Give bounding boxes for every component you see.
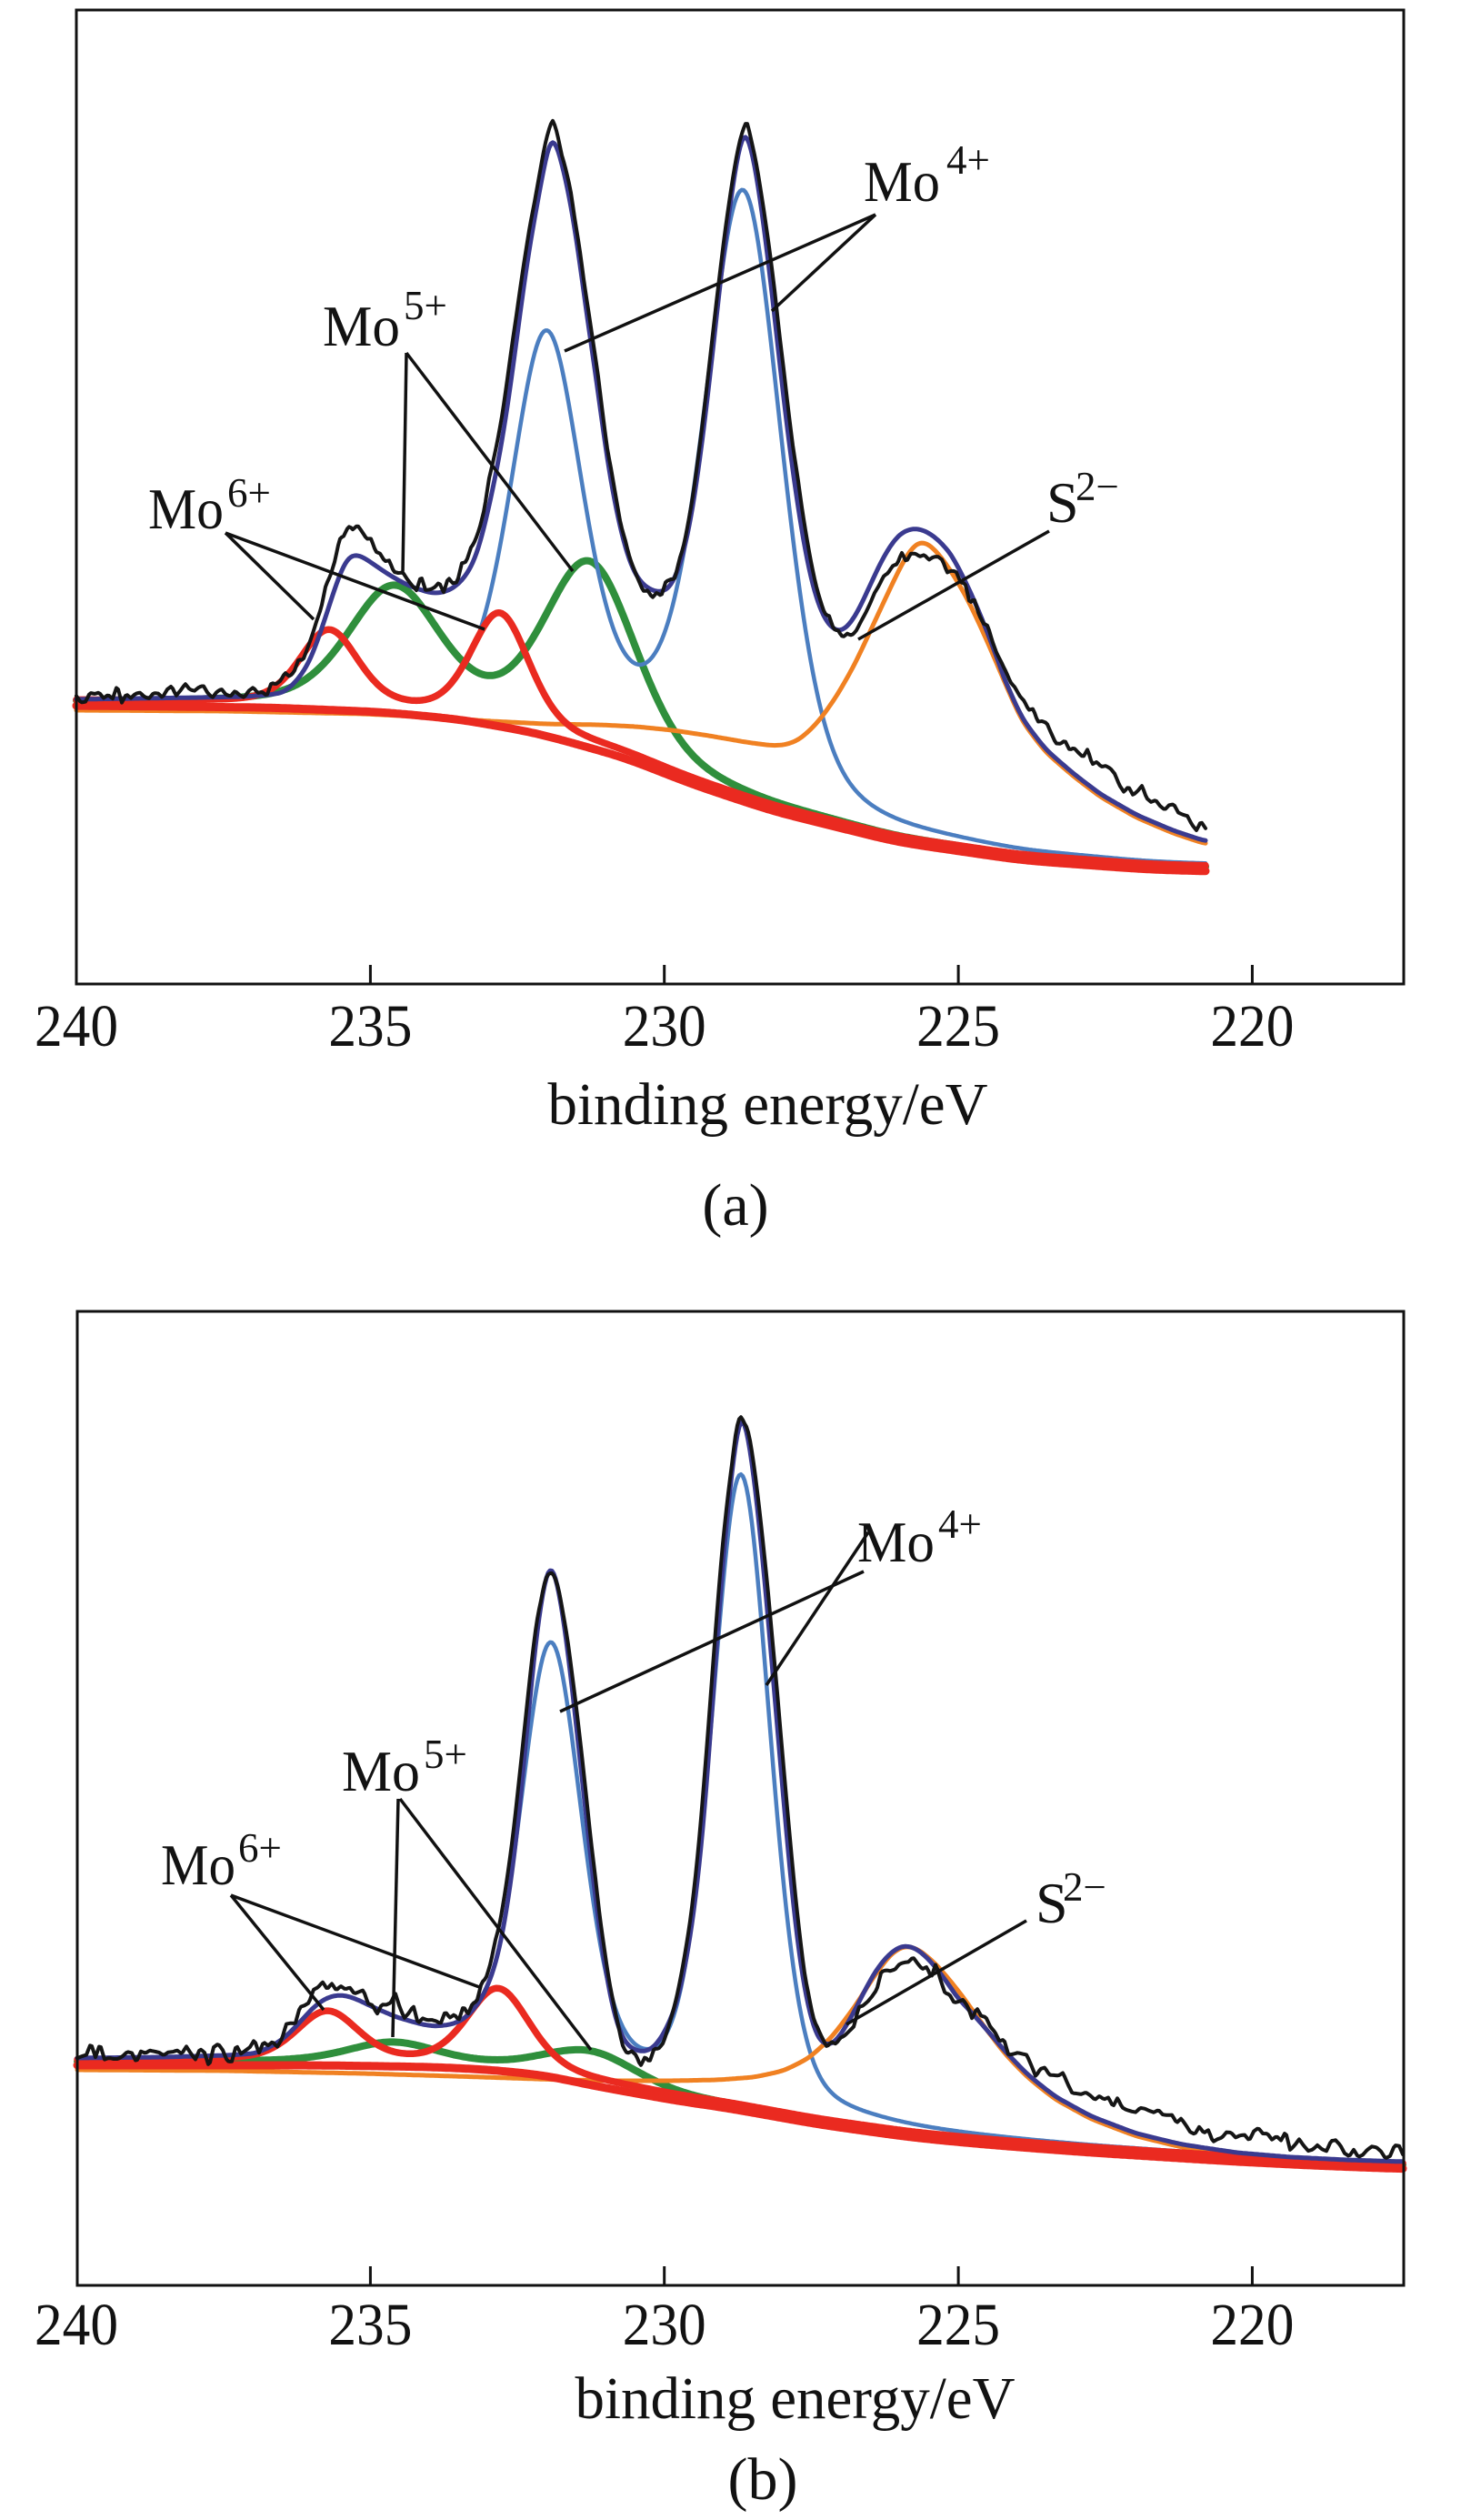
- svg-text:230: 230: [623, 993, 706, 1059]
- svg-text:5+: 5+: [404, 283, 447, 328]
- svg-text:225: 225: [916, 2292, 1000, 2358]
- svg-text:Mo: Mo: [323, 294, 400, 358]
- svg-text:Mo: Mo: [864, 149, 940, 214]
- svg-text:binding energy/eV: binding energy/eV: [575, 2365, 1016, 2432]
- svg-text:220: 220: [1210, 993, 1294, 1059]
- svg-text:225: 225: [916, 993, 1000, 1059]
- svg-text:(b): (b): [728, 2446, 798, 2513]
- svg-text:220: 220: [1210, 2292, 1294, 2358]
- svg-text:235: 235: [328, 993, 412, 1059]
- svg-text:Mo: Mo: [342, 1739, 420, 1803]
- svg-text:Mo: Mo: [148, 477, 224, 541]
- svg-text:240: 240: [35, 993, 118, 1059]
- svg-text:S: S: [1046, 470, 1079, 535]
- svg-text:6+: 6+: [238, 1825, 282, 1871]
- svg-text:4+: 4+: [946, 137, 990, 183]
- svg-text:5+: 5+: [424, 1732, 467, 1777]
- svg-text:2−: 2−: [1076, 464, 1119, 509]
- svg-text:235: 235: [328, 2292, 412, 2358]
- svg-text:(a): (a): [702, 1172, 768, 1239]
- svg-text:Mo: Mo: [857, 1510, 935, 1574]
- svg-text:S: S: [1036, 1871, 1068, 1935]
- svg-text:230: 230: [623, 2292, 706, 2358]
- svg-text:4+: 4+: [938, 1501, 982, 1547]
- svg-text:Mo: Mo: [161, 1832, 235, 1897]
- svg-text:6+: 6+: [227, 470, 271, 516]
- svg-text:2−: 2−: [1063, 1864, 1106, 1910]
- svg-text:240: 240: [35, 2292, 118, 2358]
- svg-text:binding energy/eV: binding energy/eV: [548, 1071, 988, 1138]
